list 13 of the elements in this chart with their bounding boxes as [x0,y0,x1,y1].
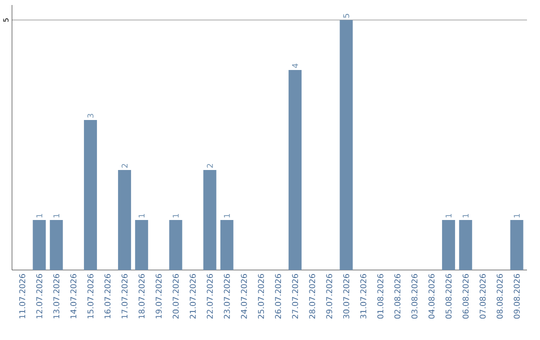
bar [340,20,353,270]
bar [220,220,234,270]
bar [510,220,524,270]
bar [169,220,182,270]
bar [32,220,46,270]
bar [442,220,456,270]
bar [288,70,302,270]
bar [50,220,63,270]
bar [459,220,472,270]
bar [135,220,148,270]
bar [118,170,132,270]
bar [84,120,97,270]
bar [203,170,216,270]
